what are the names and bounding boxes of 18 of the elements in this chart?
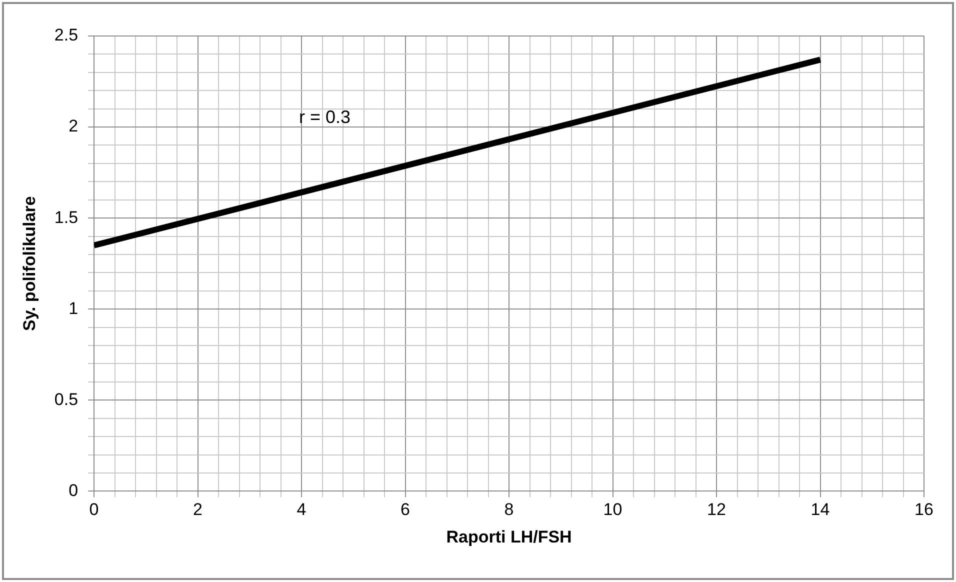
y-tick-label: 1 [68, 298, 78, 318]
x-tick-label: 6 [400, 500, 410, 520]
x-tick-label: 0 [89, 500, 99, 520]
x-tick-label: 2 [193, 500, 203, 520]
x-tick-label: 14 [810, 500, 830, 520]
y-axis-title: Sy. polifolikulare [20, 196, 39, 331]
y-tick-label: 2.5 [54, 26, 78, 45]
x-tick-label: 4 [296, 500, 306, 520]
annotation: r = 0.3 [299, 106, 351, 127]
y-tick-label: 2 [68, 116, 78, 136]
y-tick-label: 1.5 [54, 208, 78, 227]
x-tick-label: 10 [603, 500, 622, 520]
x-tick-label: 16 [914, 500, 934, 520]
x-axis-title: Raporti LH/FSH [446, 527, 572, 546]
x-tick-label: 8 [504, 500, 514, 520]
y-tick-label: 0 [68, 480, 78, 500]
y-tick-label: 0.5 [54, 390, 78, 409]
x-tick-label: 12 [707, 500, 726, 520]
